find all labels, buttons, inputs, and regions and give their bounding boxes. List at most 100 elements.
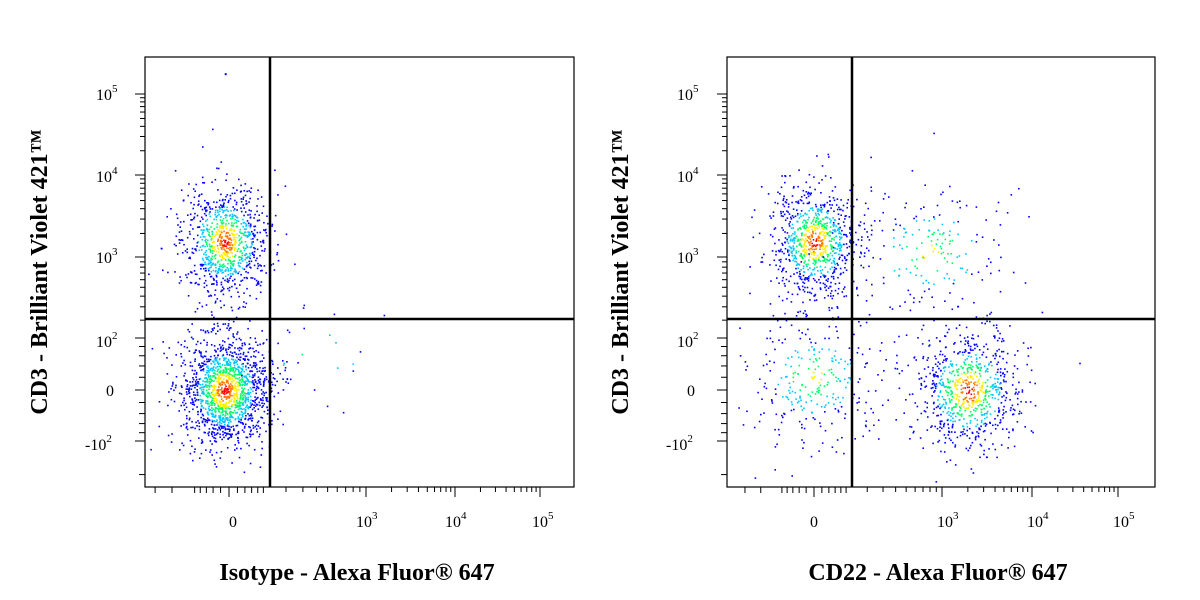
event-dot bbox=[252, 376, 255, 378]
event-dot bbox=[858, 378, 861, 380]
event-dot bbox=[243, 249, 246, 252]
event-dot bbox=[797, 286, 800, 288]
event-dot bbox=[245, 384, 248, 386]
event-dot bbox=[171, 385, 174, 387]
event-dot bbox=[179, 276, 181, 278]
event-dot bbox=[806, 202, 809, 205]
event-dot bbox=[240, 371, 243, 373]
event-dot bbox=[768, 360, 771, 362]
event-dot bbox=[989, 313, 991, 315]
event-dot bbox=[787, 203, 790, 205]
event-dot bbox=[1001, 350, 1003, 353]
event-dot bbox=[195, 281, 197, 284]
event-dot bbox=[813, 349, 815, 351]
event-dot bbox=[224, 368, 227, 370]
event-dot bbox=[829, 226, 832, 228]
event-dot bbox=[939, 391, 942, 394]
event-dot bbox=[228, 199, 230, 202]
event-dot bbox=[812, 277, 815, 280]
event-dot bbox=[870, 156, 872, 159]
event-dot bbox=[190, 202, 192, 204]
event-dot bbox=[838, 282, 841, 284]
event-dot bbox=[237, 272, 239, 275]
event-dot bbox=[249, 417, 252, 419]
event-dot bbox=[271, 360, 274, 363]
event-dot bbox=[262, 373, 264, 375]
event-dot bbox=[245, 397, 248, 399]
event-dot bbox=[205, 350, 207, 353]
event-dot bbox=[814, 294, 816, 297]
event-dot bbox=[1016, 393, 1019, 395]
event-dot bbox=[222, 430, 224, 433]
event-dot bbox=[1018, 410, 1021, 413]
event-dot bbox=[212, 394, 215, 397]
event-dot bbox=[1016, 421, 1019, 423]
event-dot bbox=[213, 369, 215, 371]
event-dot bbox=[943, 370, 946, 372]
event-dot bbox=[942, 410, 945, 413]
event-dot bbox=[957, 352, 959, 355]
event-dot bbox=[806, 278, 808, 280]
event-dot bbox=[973, 389, 976, 391]
event-dot bbox=[187, 273, 190, 275]
event-dot bbox=[1017, 403, 1019, 406]
event-dot bbox=[834, 350, 837, 352]
event-dot bbox=[221, 381, 224, 383]
event-dot bbox=[261, 417, 264, 419]
event-dot bbox=[843, 233, 845, 236]
event-dot bbox=[780, 186, 783, 189]
event-dot bbox=[931, 425, 933, 427]
event-dot bbox=[916, 247, 918, 250]
event-dot bbox=[249, 254, 252, 257]
event-dot bbox=[1005, 391, 1007, 393]
event-dot bbox=[214, 349, 216, 352]
event-dot bbox=[831, 237, 834, 240]
event-dot bbox=[230, 267, 232, 269]
plot-panel-cd22: 105 104 103 102 0 -102 0 103 104 105 CD2… bbox=[608, 56, 1156, 586]
event-dot bbox=[194, 369, 196, 372]
event-dot bbox=[209, 368, 212, 370]
event-dot bbox=[245, 380, 247, 382]
event-dot bbox=[205, 241, 207, 243]
event-dot bbox=[201, 421, 204, 424]
event-dot bbox=[224, 390, 227, 393]
event-dot bbox=[202, 386, 205, 389]
event-dot bbox=[966, 368, 969, 371]
event-dot bbox=[1000, 444, 1003, 446]
event-dot bbox=[994, 337, 996, 339]
event-dot bbox=[909, 271, 912, 274]
event-dot bbox=[208, 360, 211, 362]
event-dot bbox=[201, 238, 204, 241]
event-dot bbox=[271, 223, 274, 226]
event-dot bbox=[230, 367, 233, 369]
event-dot bbox=[180, 404, 182, 407]
event-dot bbox=[220, 265, 222, 268]
event-dot bbox=[247, 367, 250, 369]
event-dot bbox=[856, 198, 858, 201]
event-dot bbox=[829, 204, 831, 206]
event-dot bbox=[241, 378, 243, 380]
event-dot bbox=[219, 389, 222, 391]
event-dot bbox=[835, 376, 837, 379]
event-dot bbox=[946, 260, 949, 263]
event-dot bbox=[236, 363, 239, 366]
event-dot bbox=[980, 385, 983, 387]
event-dot bbox=[235, 395, 237, 397]
event-dot bbox=[998, 244, 1000, 246]
event-dot bbox=[179, 226, 181, 228]
event-dot bbox=[837, 409, 840, 412]
event-dot bbox=[215, 391, 218, 393]
event-dot bbox=[196, 273, 198, 276]
event-dot bbox=[824, 429, 827, 432]
event-dot bbox=[823, 257, 826, 259]
event-dot bbox=[775, 250, 777, 253]
event-dot bbox=[971, 334, 974, 336]
event-dot bbox=[820, 254, 822, 257]
event-dot bbox=[766, 363, 768, 366]
event-dot bbox=[236, 250, 239, 253]
event-dot bbox=[778, 282, 780, 284]
event-dot bbox=[247, 256, 249, 258]
event-dot bbox=[757, 391, 759, 394]
event-dot bbox=[915, 359, 917, 361]
event-dot bbox=[818, 221, 820, 223]
